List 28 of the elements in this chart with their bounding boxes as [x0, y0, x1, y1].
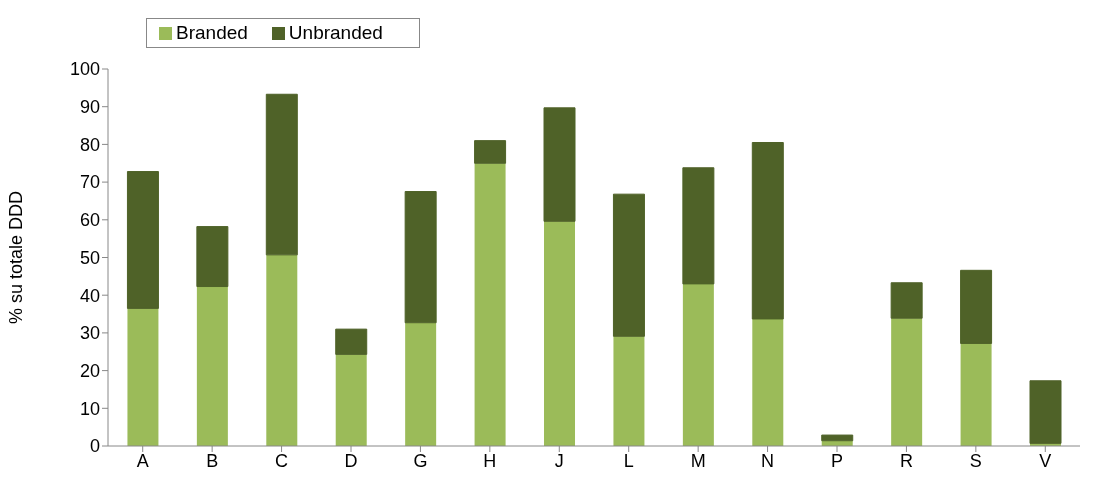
x-tick-label: C	[275, 450, 289, 471]
y-tick-label: 100	[69, 59, 100, 80]
x-tick-label: G	[413, 450, 428, 471]
y-tick-label: 50	[79, 247, 100, 268]
x-tick-label: J	[554, 450, 564, 471]
x-tick-label: M	[690, 450, 706, 471]
y-tick-label: 90	[79, 97, 100, 118]
legend-label: Unbranded	[288, 22, 383, 43]
x-tick-label: V	[1039, 450, 1052, 471]
y-tick-label: 80	[79, 134, 100, 155]
x-tick-label: N	[761, 450, 775, 471]
y-tick-label: 0	[89, 436, 100, 457]
x-tick-label: D	[344, 450, 358, 471]
x-tick-label: H	[483, 450, 497, 471]
x-tick-label: S	[969, 450, 982, 471]
x-tick-label: L	[623, 450, 634, 471]
y-axis-title: % su totale DDD	[6, 190, 27, 325]
y-tick-label: 20	[79, 360, 100, 381]
x-tick-label: P	[830, 450, 844, 471]
x-tick-label: B	[206, 450, 219, 471]
y-tick-label: 30	[79, 323, 100, 344]
y-tick-label: 70	[79, 172, 100, 193]
legend-label: Branded	[176, 22, 248, 43]
y-tick-label: 60	[79, 210, 100, 231]
y-tick-label: 10	[79, 398, 100, 419]
x-tick-label: R	[899, 450, 913, 471]
x-tick-label: A	[136, 450, 149, 471]
y-tick-label: 40	[79, 285, 100, 306]
